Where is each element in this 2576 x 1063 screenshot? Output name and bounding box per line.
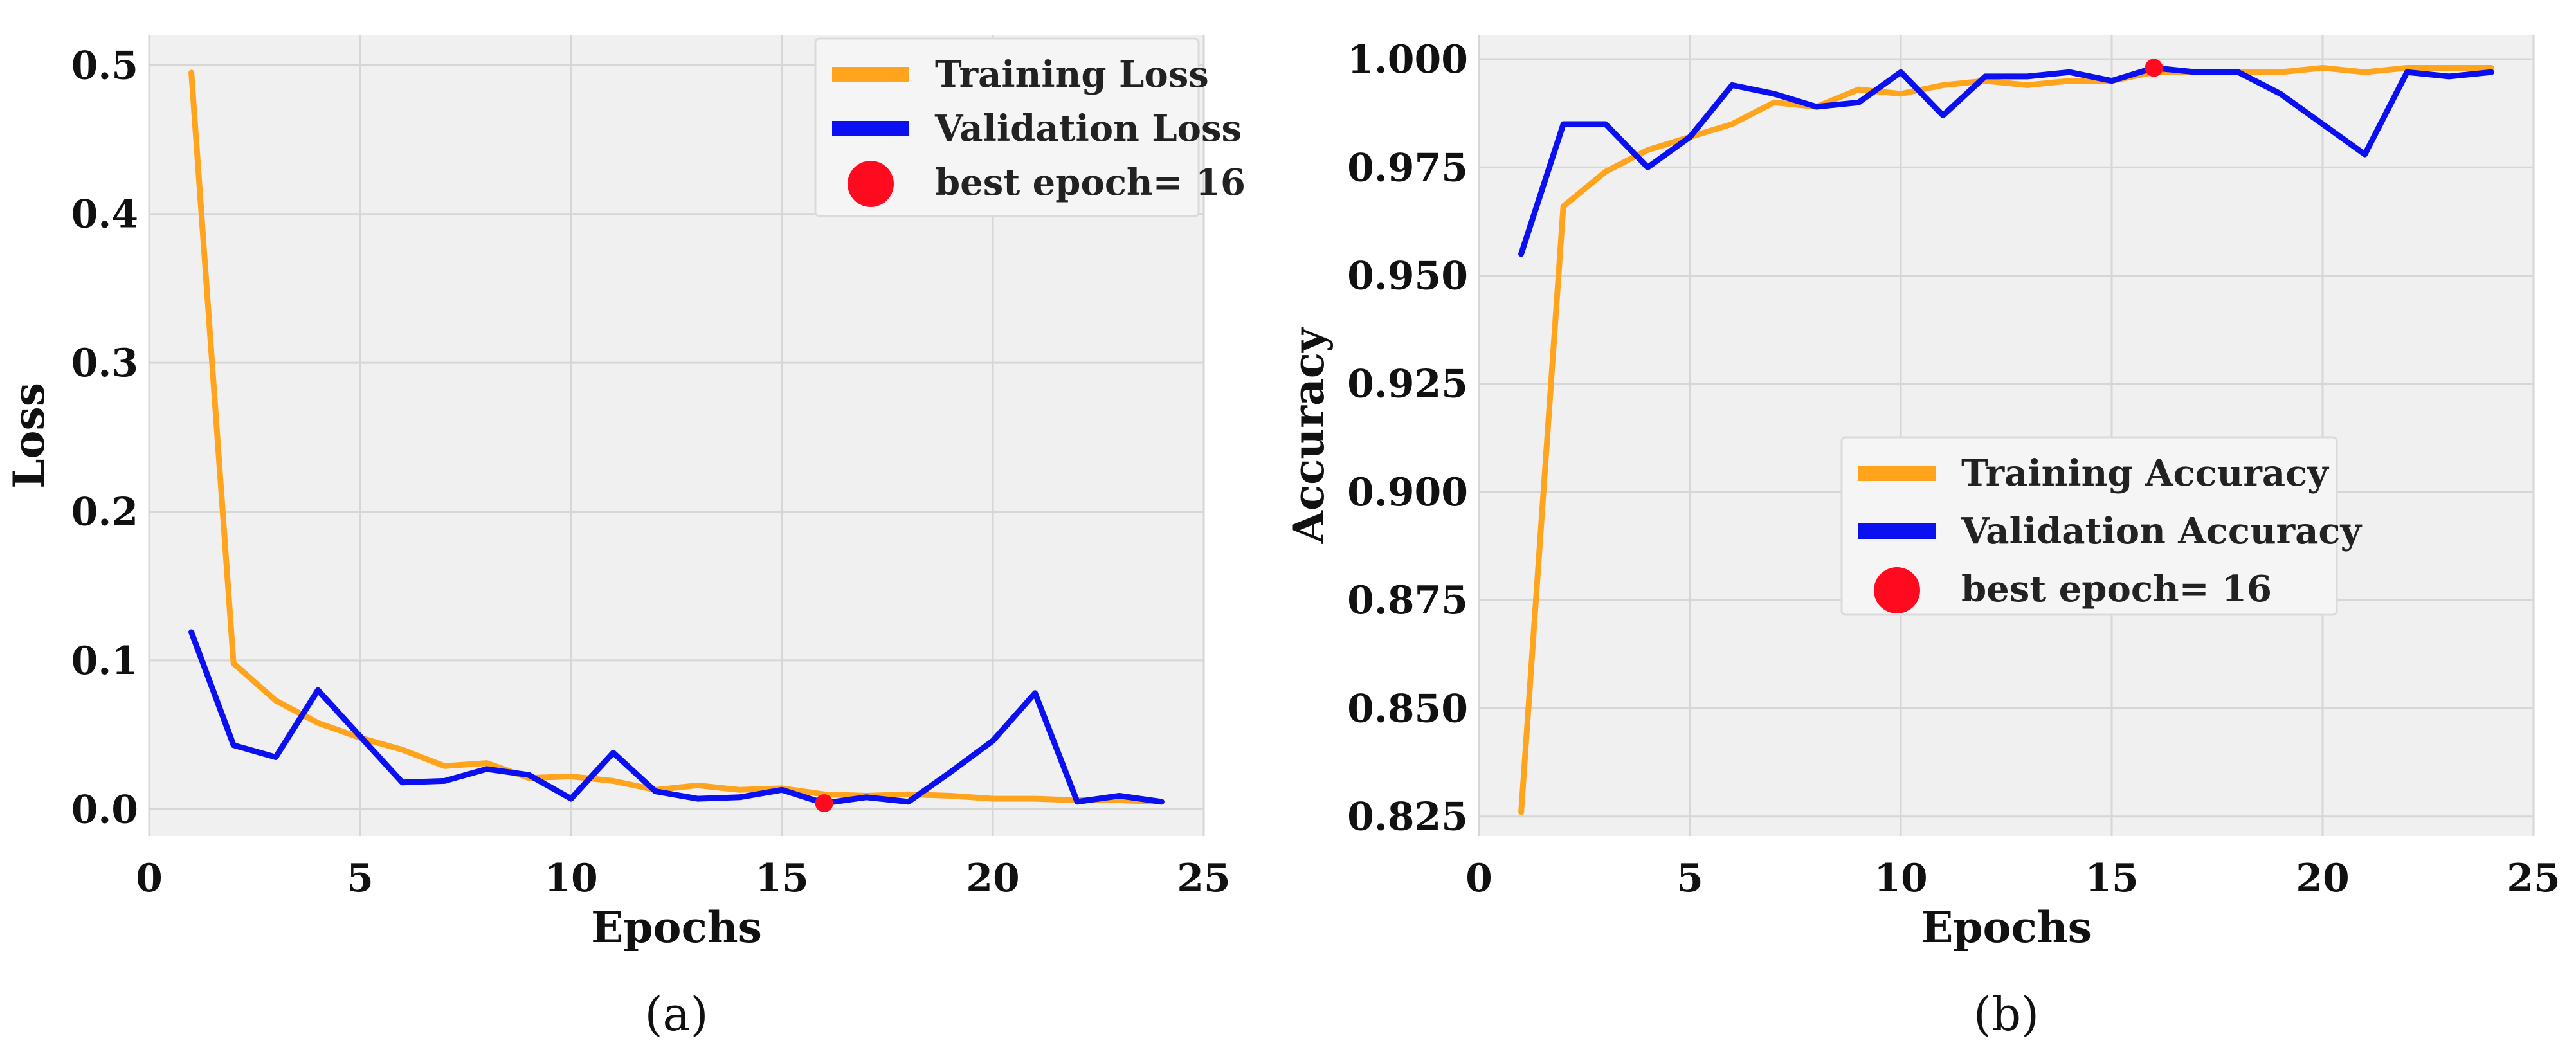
accuracy-legend-swatch (1858, 523, 1936, 539)
loss-y-tick-label: 0.4 (71, 192, 138, 237)
accuracy-legend-label: Training Accuracy (1961, 452, 2329, 495)
loss-y-tick-label: 0.3 (71, 341, 138, 386)
accuracy-x-tick-label: 25 (2507, 856, 2561, 901)
accuracy-best-epoch-marker (2145, 59, 2163, 77)
loss-legend-best-epoch-dot (848, 161, 894, 207)
accuracy-y-tick-label: 0.825 (1347, 795, 1468, 840)
loss-legend-swatch (832, 121, 909, 136)
accuracy-y-tick-label: 0.875 (1347, 578, 1468, 623)
accuracy-legend-best-epoch-dot (1874, 567, 1920, 613)
accuracy-chart: 0 5 10 15 20 25 0.825 0.850 0.875 0.900 0.925 0.95… (1283, 35, 2561, 1041)
loss-legend-label: best epoch= 16 (935, 161, 1246, 204)
accuracy-x-tick-label: 10 (1874, 856, 1928, 901)
loss-series (188, 69, 1165, 806)
loss-y-tick-label: 0.1 (71, 639, 138, 684)
loss-y-tick-label: 0.0 (71, 787, 138, 832)
accuracy-y-axis-label: Accuracy (1283, 327, 1334, 544)
loss-legend-label: Training Loss (935, 53, 1209, 96)
accuracy-y-tick-label: 0.925 (1347, 362, 1468, 407)
loss-x-axis-label: Epochs (591, 902, 762, 952)
loss-x-tick-labels: 0 5 10 15 20 25 (136, 856, 1231, 901)
accuracy-x-tick-label: 5 (1676, 856, 1703, 901)
accuracy-y-tick-label: 0.950 (1347, 254, 1468, 299)
loss-y-tick-label: 0.5 (71, 43, 138, 88)
loss-training-loss-line (188, 69, 1165, 805)
loss-legend-box (814, 37, 1200, 217)
accuracy-y-tick-label: 0.900 (1347, 470, 1468, 515)
accuracy-y-tick-label: 1.000 (1347, 37, 1468, 82)
accuracy-series (1518, 65, 2494, 815)
accuracy-validation-accuracy-line (1518, 65, 2494, 257)
loss-x-tick-label: 20 (966, 856, 1020, 901)
accuracy-legend-label: Validation Accuracy (1961, 510, 2363, 552)
accuracy-y-tick-label: 0.975 (1347, 145, 1468, 190)
accuracy-x-axis-label: Epochs (1921, 902, 2092, 952)
accuracy-panel-caption: (b) (1973, 987, 2039, 1041)
accuracy-legend: Training Accuracy Validation Accuracy best… (1840, 436, 2363, 616)
loss-x-tick-label: 10 (544, 856, 598, 901)
accuracy-gridlines (1478, 35, 2535, 836)
loss-best-epoch-marker (815, 794, 833, 813)
loss-legend-label: Validation Loss (934, 107, 1242, 150)
loss-legend-swatch (832, 67, 909, 82)
loss-validation-loss-line (188, 629, 1165, 806)
accuracy-x-tick-label: 20 (2296, 856, 2350, 901)
loss-chart: 0 5 10 15 20 25 0.0 0.1 0.2 0.3 0.4 0.5 Training L… (4, 35, 1246, 1041)
accuracy-legend-label: best epoch= 16 (1961, 568, 2272, 610)
accuracy-y-tick-label: 0.850 (1347, 686, 1468, 731)
loss-best-epoch-marker-group (815, 794, 833, 813)
accuracy-plot-area (1479, 35, 2534, 836)
accuracy-x-tick-labels: 0 5 10 15 20 25 (1465, 856, 2561, 901)
loss-y-tick-label: 0.2 (71, 490, 138, 535)
accuracy-x-tick-label: 15 (2085, 856, 2139, 901)
loss-x-tick-label: 25 (1177, 856, 1231, 901)
loss-x-tick-label: 0 (136, 856, 163, 901)
accuracy-best-epoch-marker-group (2145, 59, 2163, 77)
accuracy-legend-swatch (1858, 466, 1936, 481)
loss-y-tick-labels: 0.0 0.1 0.2 0.3 0.4 0.5 (71, 43, 138, 832)
accuracy-legend-box (1840, 436, 2338, 616)
loss-panel-caption: (a) (644, 987, 708, 1041)
accuracy-x-tick-label: 0 (1465, 856, 1492, 901)
loss-x-tick-label: 15 (755, 856, 809, 901)
loss-legend: Training Loss Validation Loss best epoch= … (814, 37, 1246, 217)
accuracy-y-tick-labels: 0.825 0.850 0.875 0.900 0.925 0.950 0.975 1.000 (1347, 37, 1468, 840)
loss-x-tick-label: 5 (347, 856, 374, 901)
loss-y-axis-label: Loss (4, 383, 54, 489)
